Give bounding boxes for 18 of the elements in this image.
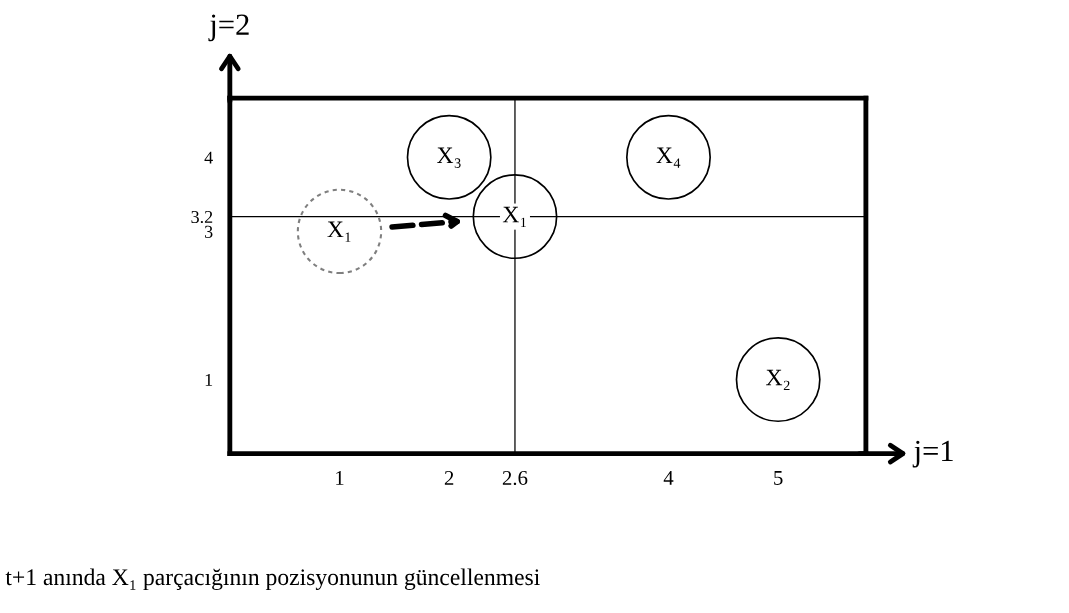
y-axis-title: j=2: [208, 14, 249, 42]
y-tick-label: 3: [205, 225, 213, 238]
y-tick-label: 1: [205, 373, 213, 386]
annotation: X₁: [502, 206, 526, 227]
x-tick-label: 2: [444, 470, 454, 485]
x-axis-title: j=1: [912, 440, 953, 468]
annotation: X₄: [656, 147, 681, 168]
y-tick-label: 3.2: [191, 210, 213, 224]
x-tick-label: 4: [663, 471, 674, 485]
annotation: X₂: [766, 369, 790, 391]
annotation: X₃: [437, 147, 461, 168]
annotation: X₁: [327, 221, 351, 242]
y-tick-label: 4: [204, 151, 213, 164]
x-tick-label: 5: [774, 471, 783, 485]
point: [296, 188, 383, 275]
x-tick-label: 1: [336, 470, 344, 485]
x-tick-label: 2.6: [502, 470, 528, 486]
text: t+1 anında X₁ parçacığının pozisyonunun güncellenmesi: [5, 568, 540, 591]
